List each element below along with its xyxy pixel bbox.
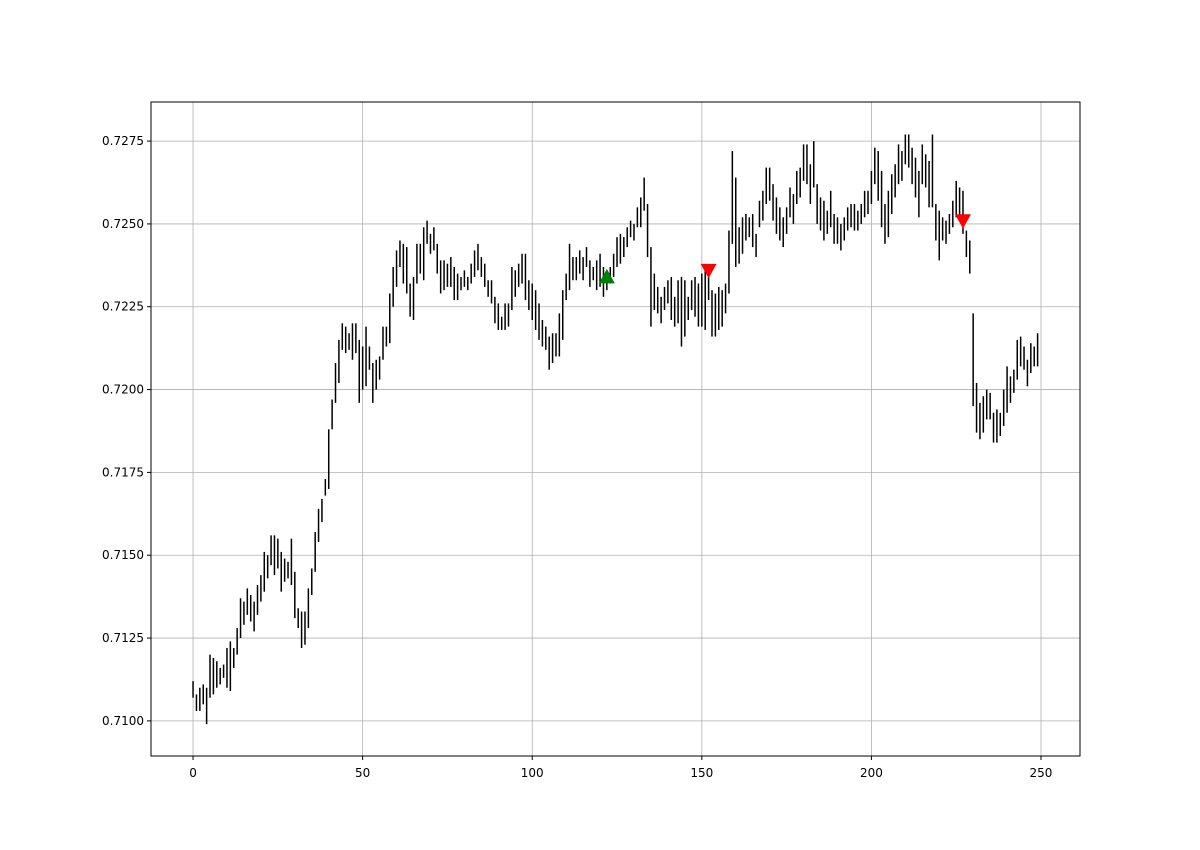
- y-tick-label: 0.7100: [102, 714, 144, 728]
- y-tick-label: 0.7200: [102, 383, 144, 397]
- x-tick-label: 250: [1030, 766, 1053, 780]
- x-tick-label: 50: [355, 766, 370, 780]
- x-tick-label: 150: [690, 766, 713, 780]
- y-tick-label: 0.7125: [102, 631, 144, 645]
- y-tick-label: 0.7250: [102, 217, 144, 231]
- sell-marker: [700, 263, 717, 279]
- sell-marker: [954, 214, 971, 229]
- buy-marker: [598, 268, 615, 284]
- x-tick-label: 200: [860, 766, 883, 780]
- y-tick-label: 0.7150: [102, 548, 144, 562]
- y-tick-label: 0.7225: [102, 300, 144, 314]
- x-tick-label: 100: [521, 766, 544, 780]
- x-tick-label: 0: [189, 766, 197, 780]
- plot-frame: [150, 101, 1081, 757]
- y-tick-label: 0.7175: [102, 465, 144, 479]
- y-tick-label: 0.7275: [102, 134, 144, 148]
